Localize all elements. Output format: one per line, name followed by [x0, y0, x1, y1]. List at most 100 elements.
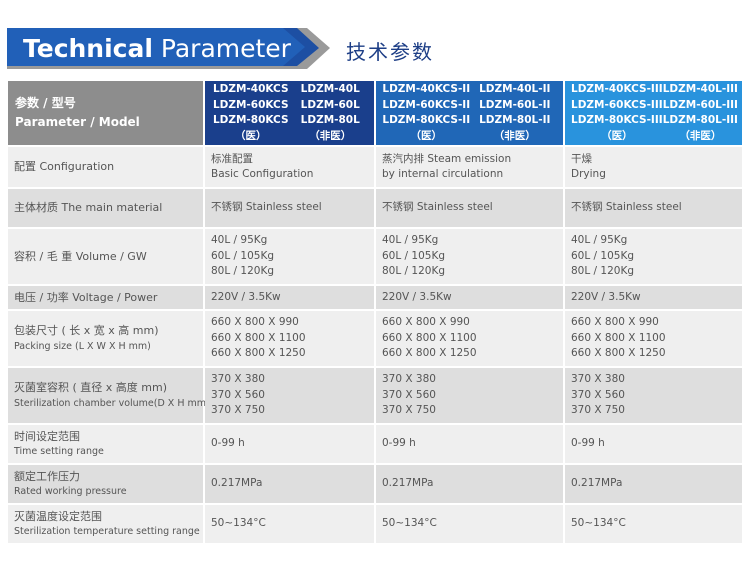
model-name: （医）: [601, 129, 633, 142]
value-text: 660 X 800 X 990: [211, 316, 299, 329]
value-text: 0.217MPa: [382, 477, 434, 490]
value-cell: 50~134°C: [205, 505, 374, 543]
value-cell: 220V / 3.5Kw: [565, 286, 742, 309]
value-text: 660 X 800 X 1250: [211, 347, 306, 360]
value-cell: 0-99 h: [205, 425, 374, 463]
value-cell: 不锈钢 Stainless steel: [376, 189, 563, 227]
table-row: 电压 / 功率 Voltage / Power 220V / 3.5Kw 220V …: [8, 286, 742, 309]
value-cell: 220V / 3.5Kw: [376, 286, 563, 309]
value-text: 370 X 380: [382, 373, 436, 386]
value-cell: 不锈钢 Stainless steel: [205, 189, 374, 227]
value-text: 标准配置: [211, 152, 253, 165]
header-label-cell: 参数 / 型号 Parameter / Model: [8, 81, 203, 145]
value-text: 0-99 h: [571, 437, 605, 450]
row-label: 容积 / 毛 重 Volume / GW: [8, 229, 203, 284]
value-text: 0.217MPa: [211, 477, 263, 490]
model-name: LDZM-60L: [300, 98, 360, 111]
value-text: 0.217MPa: [571, 477, 623, 490]
value-cell: 370 X 380 370 X 560 370 X 750: [376, 368, 563, 423]
value-cell: 0-99 h: [565, 425, 742, 463]
model-name: LDZM-60L-III: [662, 98, 738, 111]
value-text: 60L / 105Kg: [571, 249, 635, 262]
page-subtitle: 技术参数: [346, 40, 434, 64]
value-cell: 660 X 800 X 990 660 X 800 X 1100 660 X 800…: [205, 311, 374, 366]
model-name: LDZM-80L: [300, 114, 360, 126]
header-label-en: Parameter / Model: [15, 115, 140, 129]
page-title: Technical Parameter: [23, 34, 291, 63]
model-name: LDZM-40KCS-III: [571, 83, 663, 95]
value-cell: 220V / 3.5Kw: [205, 286, 374, 309]
value-cell: 40L / 95Kg 60L / 105Kg 80L / 120Kg: [205, 229, 374, 284]
row-label: 时间设定范围 Time setting range: [8, 425, 203, 463]
value-cell: 不锈钢 Stainless steel: [565, 189, 742, 227]
row-label-text: 灭菌室容积 ( 直径 x 高度 mm): [14, 381, 168, 394]
value-cell: 蒸汽内排 Steam emission by internal circulati…: [376, 147, 563, 187]
value-cell: 660 X 800 X 990 660 X 800 X 1100 660 X 800…: [565, 311, 742, 366]
value-text: 660 X 800 X 1250: [571, 347, 666, 360]
value-text: 660 X 800 X 1100: [382, 331, 477, 344]
value-text: 80L / 120Kg: [571, 265, 635, 278]
row-label-text: Packing size (L X W X H mm): [14, 340, 151, 352]
value-text: 不锈钢 Stainless steel: [571, 201, 682, 214]
value-text: 40L / 95Kg: [211, 234, 268, 247]
value-cell: 50~134°C: [565, 505, 742, 543]
title-banner: Technical Parameter: [7, 28, 330, 69]
model-name: （非医）: [679, 129, 722, 142]
value-cell: 0.217MPa: [205, 465, 374, 503]
model-name: LDZM-80L-II: [479, 114, 551, 126]
value-text: 0-99 h: [382, 437, 416, 450]
value-text: 60L / 105Kg: [211, 249, 275, 262]
value-text: 660 X 800 X 1250: [382, 347, 477, 360]
model-name: LDZM-40L: [300, 83, 360, 95]
model-name: LDZM-80KCS-III: [571, 114, 663, 126]
row-label: 配置 Configuration: [8, 147, 203, 187]
value-cell: 40L / 95Kg 60L / 105Kg 80L / 120Kg: [565, 229, 742, 284]
model-name: （医）: [410, 129, 443, 142]
value-cell: 660 X 800 X 990 660 X 800 X 1100 660 X 800…: [376, 311, 563, 366]
row-label-text: Sterilization chamber volume(D X H mm): [14, 397, 210, 409]
value-text: 40L / 95Kg: [382, 234, 439, 247]
value-text: 80L / 120Kg: [211, 265, 275, 278]
value-text: 蒸汽内排 Steam emission: [382, 152, 512, 165]
row-label-text: Sterilization temperature setting range: [14, 526, 200, 537]
row-label-text: 配置 Configuration: [14, 160, 115, 174]
model-name: LDZM-80KCS: [212, 114, 289, 126]
value-text: 370 X 380: [211, 373, 265, 386]
value-cell: 40L / 95Kg 60L / 105Kg 80L / 120Kg: [376, 229, 563, 284]
row-label-text: 电压 / 功率 Voltage / Power: [14, 290, 158, 304]
model-name: LDZM-40L-II: [479, 83, 551, 95]
value-text: 60L / 105Kg: [382, 249, 446, 262]
table-header-row: 参数 / 型号 Parameter / Model LDZM-40KCS LDZM…: [8, 81, 742, 145]
value-text: 不锈钢 Stainless steel: [382, 201, 493, 214]
value-text: 50~134°C: [571, 517, 626, 530]
value-text: 220V / 3.5Kw: [382, 290, 452, 303]
model-name: LDZM-60KCS-II: [382, 98, 471, 111]
parameter-table: 参数 / 型号 Parameter / Model LDZM-40KCS LDZM…: [8, 81, 742, 545]
value-text: 不锈钢 Stainless steel: [211, 201, 322, 214]
row-label-text: 额定工作压力: [14, 469, 80, 483]
table-row: 包装尺寸 ( 长 x 宽 x 高 mm) Packing size (L X W …: [8, 311, 742, 366]
model-name: LDZM-80KCS-II: [382, 114, 471, 126]
model-name: （非医）: [309, 129, 352, 142]
value-text: 370 X 750: [382, 404, 436, 417]
model-name: （医）: [235, 129, 267, 142]
value-cell: 50~134°C: [376, 505, 563, 543]
value-text: 370 X 560: [571, 388, 625, 401]
row-label: 包装尺寸 ( 长 x 宽 x 高 mm) Packing size (L X W …: [8, 311, 203, 366]
value-text: 40L / 95Kg: [571, 234, 628, 247]
table-row: 灭菌温度设定范围 Sterilization temperature settin…: [8, 505, 742, 543]
value-text: 370 X 380: [571, 373, 625, 386]
row-label-text: 灭菌温度设定范围: [14, 509, 102, 523]
value-text: 220V / 3.5Kw: [571, 290, 641, 303]
value-text: 660 X 800 X 1100: [571, 331, 666, 344]
value-text: 370 X 560: [211, 388, 265, 401]
model-name: LDZM-40KCS-II: [382, 83, 471, 95]
model-name: LDZM-40L-III: [662, 83, 738, 95]
value-text: 660 X 800 X 990: [571, 316, 659, 329]
value-cell: 370 X 380 370 X 560 370 X 750: [205, 368, 374, 423]
model-column-3: LDZM-40KCS-III LDZM-40L-III LDZM-60KCS-III…: [565, 81, 742, 145]
model-column-2: LDZM-40KCS-II LDZM-40L-II LDZM-60KCS-II LDZ…: [376, 81, 563, 145]
value-text: 370 X 750: [571, 404, 625, 417]
row-label: 额定工作压力 Rated working pressure: [8, 465, 203, 503]
value-text: 660 X 800 X 990: [382, 316, 470, 329]
